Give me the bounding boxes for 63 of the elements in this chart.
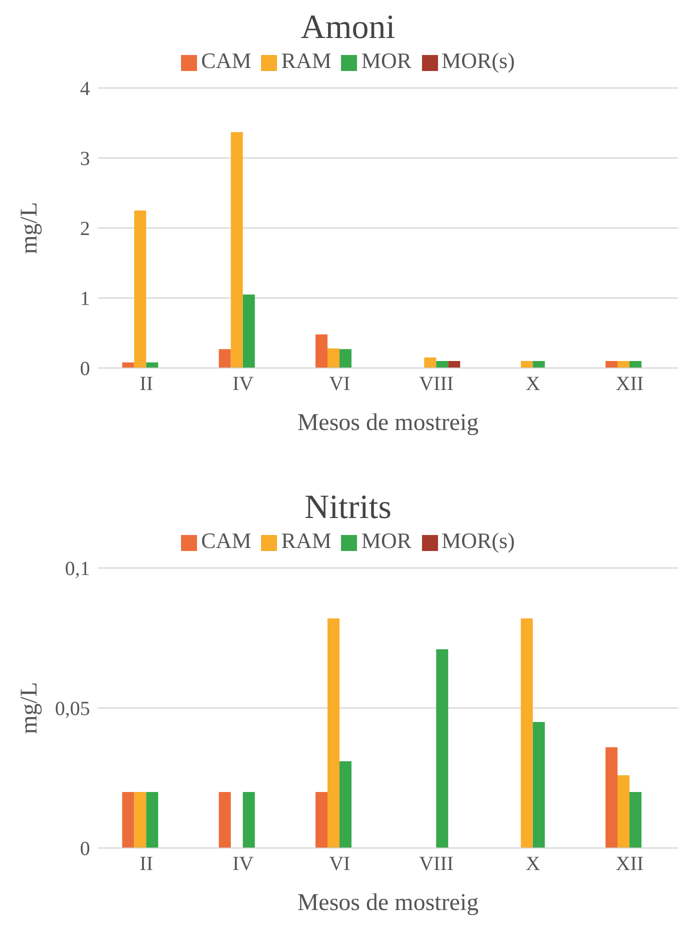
y-tick-label: 0 xyxy=(80,838,90,860)
legend-label: MOR xyxy=(361,48,412,73)
chart-title: Amoni xyxy=(300,8,396,48)
bar xyxy=(134,210,146,368)
y-axis-title: mg/L xyxy=(16,202,43,254)
legend-label: CAM xyxy=(201,48,252,73)
bar xyxy=(146,792,158,848)
legend-label: MOR xyxy=(361,528,412,553)
x-axis-title: Mesos de mostreig xyxy=(297,890,479,916)
bar xyxy=(532,361,545,368)
bar xyxy=(340,761,352,848)
y-axis-title: mg/L xyxy=(16,682,43,734)
x-tick-label: II xyxy=(140,853,153,876)
bar xyxy=(340,349,352,368)
bar xyxy=(606,361,618,368)
bar xyxy=(328,348,340,368)
bar xyxy=(316,792,328,848)
bar xyxy=(532,722,545,848)
y-tick-label: 2 xyxy=(80,218,90,240)
bar xyxy=(424,358,436,368)
y-tick-label: 1 xyxy=(80,288,90,310)
x-tick-label: IV xyxy=(232,853,254,876)
bar xyxy=(448,361,460,368)
y-tick-label: 4 xyxy=(80,78,90,100)
y-tick-label: 3 xyxy=(80,148,90,170)
x-tick-label: IV xyxy=(232,373,254,396)
bar xyxy=(218,792,231,848)
legend-label: MOR(s) xyxy=(442,528,515,553)
x-axis-title: Mesos de mostreig xyxy=(297,410,479,436)
legend-label: CAM xyxy=(201,528,252,553)
bar xyxy=(618,775,630,848)
chart-title: Nitrits xyxy=(304,488,392,528)
bar xyxy=(436,361,448,368)
x-tick-label: VI xyxy=(329,373,350,396)
x-tick-label: VIII xyxy=(419,853,454,876)
x-tick-label: VI xyxy=(329,853,350,876)
x-tick-label: X xyxy=(526,853,541,876)
bar xyxy=(134,792,146,848)
x-tick-label: II xyxy=(140,373,153,396)
y-tick-label: 0 xyxy=(80,358,90,380)
y-tick-label: 0,1 xyxy=(65,558,90,580)
x-tick-label: XII xyxy=(616,373,644,396)
bar xyxy=(122,792,134,848)
bar xyxy=(218,349,231,368)
bar xyxy=(630,361,642,368)
bar xyxy=(618,361,630,368)
bar xyxy=(520,618,533,848)
bar xyxy=(436,649,448,848)
bar xyxy=(328,618,340,848)
bar xyxy=(242,294,255,368)
bar xyxy=(230,132,243,368)
bar xyxy=(606,747,618,848)
x-tick-label: VIII xyxy=(419,373,454,396)
bar xyxy=(316,334,328,368)
legend-label: RAM xyxy=(281,48,332,73)
x-tick-label: X xyxy=(526,373,541,396)
legend-label: MOR(s) xyxy=(442,48,515,73)
bar xyxy=(630,792,642,848)
y-tick-label: 0,05 xyxy=(55,698,90,720)
bar xyxy=(242,792,255,848)
bar xyxy=(520,361,533,368)
x-tick-label: XII xyxy=(616,853,644,876)
legend-label: RAM xyxy=(281,528,332,553)
